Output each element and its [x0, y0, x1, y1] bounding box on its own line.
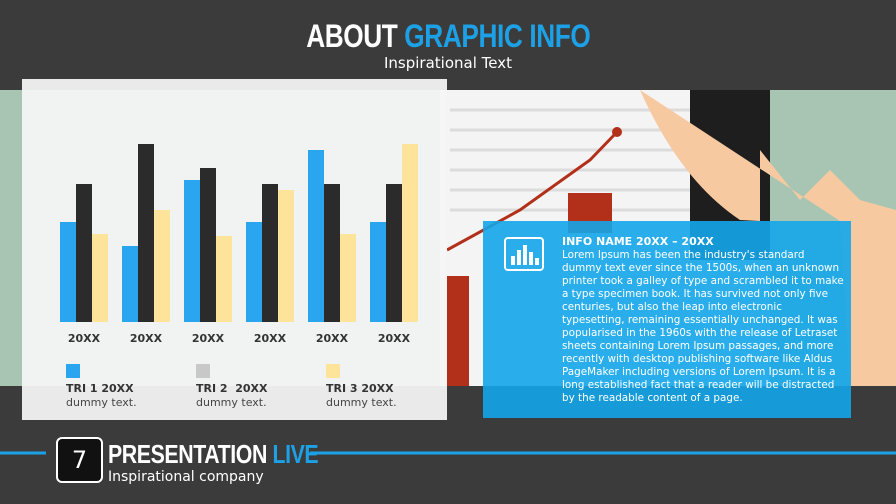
- legend-label: TRI 3 20XX: [326, 382, 394, 395]
- x-tick-label: 20XX: [254, 332, 287, 345]
- photo-bar: [447, 276, 469, 386]
- page-number: 7: [72, 446, 87, 474]
- bar: [76, 184, 92, 322]
- legend-note: dummy text.: [326, 396, 397, 409]
- info-body: Lorem Ipsum has been the industry's stan…: [562, 249, 844, 404]
- info-icon: [504, 237, 544, 271]
- legend-label: TRI 1 20XX: [66, 382, 134, 395]
- bar: [216, 236, 232, 322]
- legend-note: dummy text.: [196, 396, 267, 409]
- bar: [324, 184, 340, 322]
- info-title: INFO NAME 20XX – 20XX: [562, 235, 714, 248]
- bar: [92, 234, 108, 322]
- footer-title: PRESENTATION LIVE: [108, 438, 364, 471]
- footer-title-part: PRESENTATION: [108, 439, 267, 469]
- x-tick-label: 20XX: [130, 332, 163, 345]
- photo-hand: [640, 90, 896, 386]
- bar: [340, 234, 356, 322]
- x-tick-label: 20XX: [378, 332, 411, 345]
- bar: [386, 184, 402, 322]
- photo-dot: [612, 127, 622, 137]
- bar: [200, 168, 216, 322]
- legend-swatch: [66, 364, 80, 378]
- footer-subtitle: Inspirational company: [108, 469, 264, 485]
- x-tick-label: 20XX: [68, 332, 101, 345]
- bar: [122, 246, 138, 322]
- bar: [138, 144, 154, 322]
- legend-swatch: [326, 364, 340, 378]
- bar: [308, 150, 324, 322]
- footer-title-part: LIVE: [272, 439, 319, 469]
- x-tick-label: 20XX: [316, 332, 349, 345]
- bar: [154, 210, 170, 322]
- title: ABOUT GRAPHIC INFO: [0, 16, 896, 56]
- bar: [184, 180, 200, 322]
- title-part: GRAPHIC INFO: [404, 18, 591, 54]
- title-part: ABOUT: [305, 18, 398, 54]
- x-tick-label: 20XX: [192, 332, 225, 345]
- legend-label: TRI 2 20XX: [196, 382, 268, 395]
- bar: [60, 222, 76, 322]
- legend-note: dummy text.: [66, 396, 137, 409]
- subtitle: Inspirational Text: [384, 54, 512, 72]
- bar: [278, 190, 294, 322]
- bar: [262, 184, 278, 322]
- bar: [370, 222, 386, 322]
- bar: [246, 222, 262, 322]
- info-box: [483, 221, 851, 418]
- legend-swatch: [196, 364, 210, 378]
- bar: [402, 144, 418, 322]
- page-number-box: [56, 437, 103, 483]
